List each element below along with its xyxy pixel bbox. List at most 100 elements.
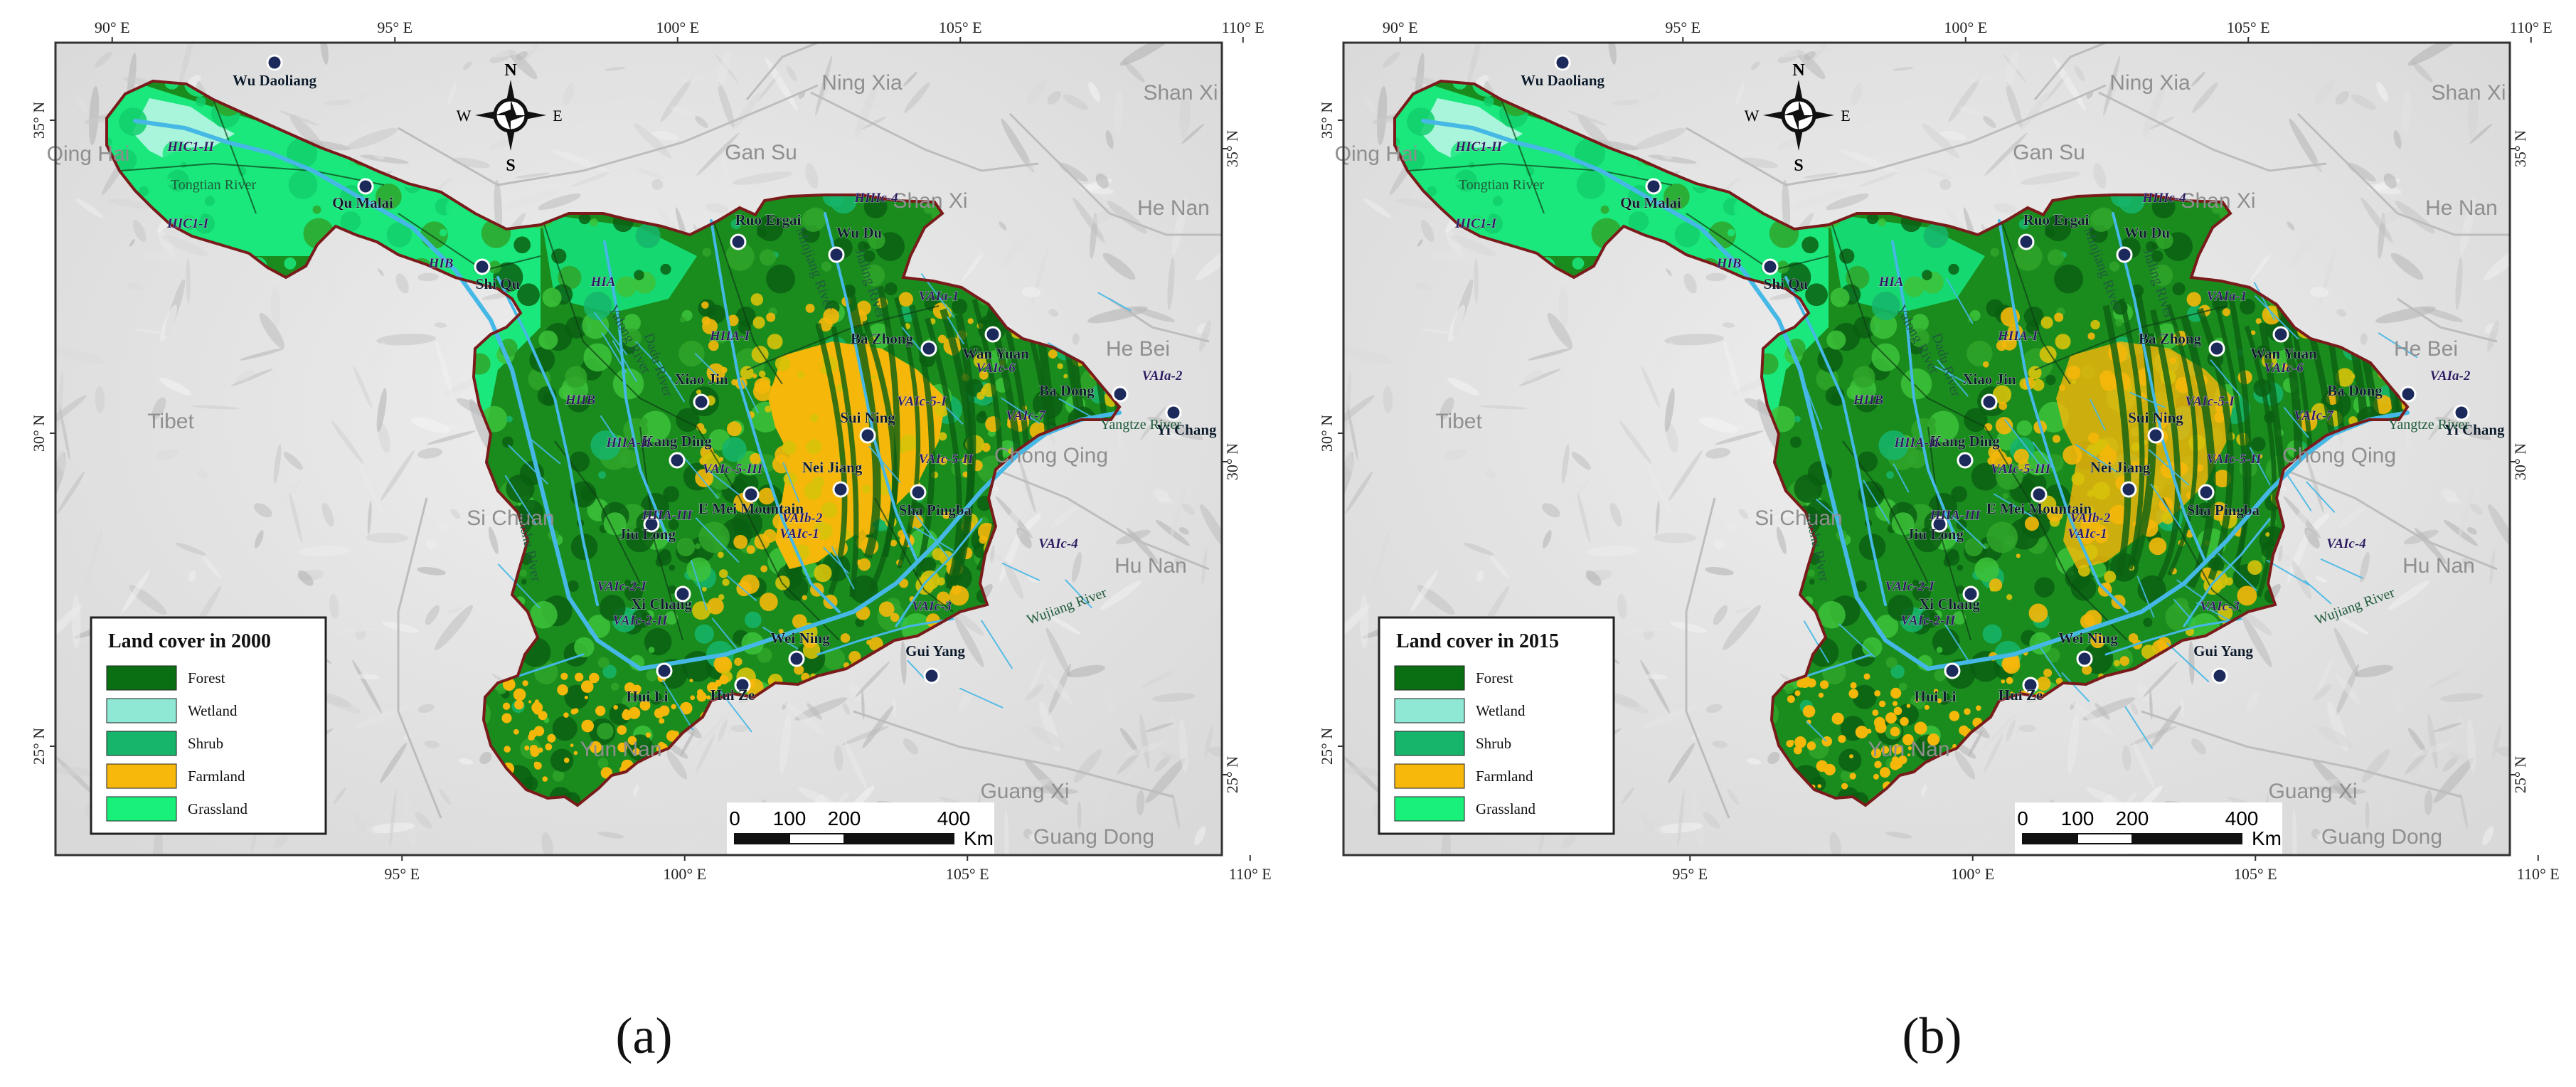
scale-bar-label: 0 [2017,807,2028,829]
scale-bar-label: 200 [2116,807,2149,829]
terrain-texture [1095,777,1107,818]
terrain-texture [230,368,273,386]
farmland-patch [1982,361,1989,368]
terrain-texture [1712,741,1728,748]
river-tributary [1097,292,1132,312]
landcover-patch [664,611,678,625]
landcover-patch [1937,691,1947,701]
farmland-patch [1879,767,1890,778]
farmland-patch [1806,741,1816,751]
terrain-texture [1073,748,1102,783]
farmland-patch [2265,532,2270,537]
farmland-patch [942,511,950,519]
region-label: Ning Xia [2109,71,2191,95]
terrain-texture [2466,719,2476,773]
farmland-patch [806,529,821,544]
farmland-patch [2250,330,2256,335]
farmland-patch [890,613,900,622]
landcover-patch [714,493,721,499]
city-marker-icon [743,486,760,503]
legend-label: Grassland [188,800,248,817]
region-label: Yun Nan [1868,738,1949,761]
terrain-texture [1444,448,1467,460]
farmland-patch [580,680,594,693]
forest-ridge [831,326,859,598]
terrain-texture [696,132,740,176]
terrain-texture [1727,788,1740,805]
terrain-texture [1893,66,1914,71]
river-tributary [2304,580,2332,605]
terrain-texture [297,570,314,586]
river-tributary [762,627,799,649]
city-label: Xi Chang [631,595,692,613]
terrain-texture [605,66,626,71]
farmland-patch [1849,754,1853,759]
farmland-patch [1838,735,1846,743]
landcover-patch [1403,149,1425,171]
terrain-texture [782,701,826,736]
map-svg-b: Ning Xia Shan Xi Gan Su Shan Xi He Nan Qing H… [1318,18,2560,883]
landcover-patch [634,527,641,535]
landcover-patch [1966,340,1993,367]
legend-swatch [106,763,177,789]
farmland-patch [617,742,627,753]
terrain-texture [1722,322,1735,328]
terrain-texture [1062,53,1072,64]
farmland-patch [1063,373,1068,378]
terrain-texture [2137,684,2151,702]
landcover-patch [376,183,402,210]
landcover-patch [1794,474,1823,503]
region-label: Guang Xi [980,780,1069,803]
zone-label: VAIc-5-III [703,462,763,477]
forest-ridge [845,286,881,559]
terrain-texture [1792,189,1847,210]
landcover-patch [1539,238,1556,256]
terrain-texture [670,106,693,115]
top-tick-label: 100° E [656,18,699,36]
farmland-patch [1824,763,1836,776]
landcover-patch [1492,196,1503,206]
city-marker-icon [984,326,1001,343]
terrain-texture [368,825,376,837]
landcover-patch [1600,205,1609,214]
farmland-patch [2006,457,2012,462]
scale-bar-label: 100 [773,807,807,829]
farmland-patch [939,457,947,465]
landcover-patch [166,178,174,186]
terrain-texture [1738,509,1749,519]
terrain-texture [1028,834,1040,842]
terrain-texture [1541,503,1560,518]
terrain-texture [1127,527,1159,565]
terrain-texture [2424,790,2433,816]
terrain-texture [2316,658,2333,696]
terrain-texture [2436,420,2469,440]
farmland-patch [514,699,524,710]
farmland-patch [627,736,637,746]
terrain-texture [1395,198,1437,208]
terrain-texture [1664,334,1724,346]
terrain-texture [862,705,894,748]
terrain-texture [1666,423,1678,453]
terrain-texture [721,157,731,185]
city-marker-icon [674,585,691,603]
farmland-patch [2100,374,2117,391]
terrain-texture [1196,245,1222,281]
zone-label: HIIA-I [1997,329,2038,344]
scale-bar-label: 400 [937,807,971,829]
terrain-texture [380,742,408,783]
landcover-patch [760,249,777,266]
terrain-texture [1463,542,1494,556]
landcover-patch [1784,684,1795,694]
terrain-texture [2469,123,2493,144]
farmland-patch [848,650,861,664]
farmland-patch [2085,506,2095,515]
forest-ridge [2166,304,2198,576]
legend-swatch [1394,763,1465,789]
farmland-patch [2257,454,2263,459]
terrain-texture [2191,71,2206,87]
terrain-texture [1030,726,1065,748]
landcover-patch [2045,228,2055,238]
terrain-texture [57,471,85,514]
terrain-texture [488,139,513,150]
terrain-texture [122,570,150,613]
